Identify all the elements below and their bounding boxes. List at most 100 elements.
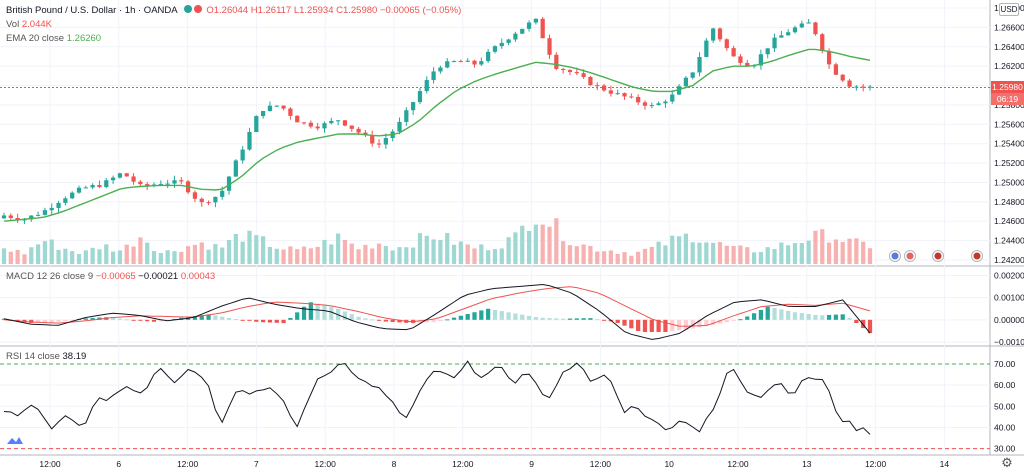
candle-body (492, 46, 498, 52)
macd-histogram-bar (295, 312, 300, 320)
candle-body (574, 72, 579, 74)
volume-bar (206, 249, 211, 264)
candle-body (711, 28, 716, 41)
price-tick-label: 1.26600 (994, 22, 1024, 32)
volume-bar (867, 248, 873, 264)
macd-legend: MACD 12 26 close 9 −0.00065 −0.00021 0.0… (6, 270, 215, 283)
volume-bar (581, 244, 586, 264)
macd-histogram-bar (458, 315, 463, 320)
macd-histogram-bar (124, 319, 129, 321)
candle-body (356, 128, 361, 133)
macd-histogram-bar (526, 315, 532, 320)
candle-body (179, 180, 184, 182)
candle-body (833, 64, 839, 75)
macd-histogram-bar (772, 307, 777, 320)
macd-histogram-bar (676, 319, 682, 331)
event-flag-dot (934, 252, 942, 260)
volume-bar (799, 243, 804, 264)
macd-histogram-bar (83, 318, 88, 320)
candle-body (76, 187, 82, 193)
macd-histogram-bar (513, 313, 518, 320)
volume-label[interactable]: Vol (6, 19, 20, 30)
macd-histogram-bar (199, 315, 204, 320)
candle-body (233, 160, 238, 177)
symbol-title[interactable]: British Pound / U.S. Dollar · 1h · OANDA (6, 5, 178, 17)
volume-bar (731, 245, 736, 264)
macd-value-3: 0.00043 (180, 271, 216, 282)
volume-bar (165, 250, 170, 264)
volume-bar (506, 237, 511, 264)
candle-body (445, 61, 450, 68)
price-tick-label: 1.24600 (994, 216, 1024, 226)
rsi-tick-label: 70.00 (994, 359, 1016, 369)
event-flag-dot (906, 252, 914, 260)
volume-bar (376, 243, 382, 264)
candle-body (15, 217, 20, 221)
volume-bar (438, 239, 443, 264)
candle-body (601, 85, 607, 91)
volume-bar (261, 236, 266, 264)
candle-body (854, 86, 859, 88)
macd-tick-label: 0.00200 (994, 270, 1024, 280)
candle-body (247, 132, 252, 150)
candle-body (424, 80, 429, 92)
candle-body (506, 39, 511, 43)
macd-label[interactable]: MACD 12 26 close 9 (6, 271, 94, 282)
price-axis[interactable]: 1.268001.266001.264001.262001.260001.258… (994, 3, 1024, 454)
macd-histogram-bar (49, 319, 54, 323)
candle-body (110, 177, 116, 181)
macd-histogram-bar (745, 316, 750, 320)
macd-histogram-bar (390, 319, 395, 322)
volume-bar (267, 246, 273, 264)
macd-histogram-bar (765, 306, 770, 320)
macd-histogram-bar (540, 317, 545, 320)
volume-bar (820, 229, 825, 264)
ohlc-values: O1.26044 H1.26117 L1.25934 C1.25980 −0.0… (206, 5, 462, 17)
candle-body (404, 110, 409, 122)
macd-tick-label: 0.00100 (994, 293, 1024, 303)
volume-bar (397, 247, 402, 264)
time-tick-label: 12:00 (452, 459, 474, 469)
macd-histogram-bar (213, 315, 218, 320)
volume-bar (574, 246, 579, 264)
volume-value: 2.044K (21, 19, 52, 30)
macd-histogram-bar (240, 319, 245, 321)
ema-label[interactable]: EMA 20 close (6, 33, 65, 44)
macd-histogram-bar (315, 303, 320, 320)
macd-histogram-bar (833, 314, 839, 320)
macd-histogram-bar (758, 309, 764, 320)
volume-bar (240, 241, 245, 264)
macd-histogram-bar (151, 319, 157, 322)
candle-body (206, 202, 211, 204)
macd-histogram-bar (520, 314, 525, 320)
rsi-label[interactable]: RSI 14 close (6, 351, 60, 362)
time-tick-label: 12:00 (590, 459, 612, 469)
gear-icon[interactable]: ⚙ (1001, 455, 1013, 470)
volume-bar (295, 249, 300, 264)
macd-histogram-bar (656, 319, 661, 333)
volume-bar (172, 251, 177, 264)
volume-legend: Vol 2.044K (6, 18, 52, 31)
candlesticks (1, 16, 873, 224)
volume-bar (342, 239, 348, 264)
macd-histogram-bar (438, 319, 443, 322)
candle-body (567, 70, 573, 73)
macd-histogram-bar (220, 316, 225, 320)
candle-body (595, 85, 600, 87)
candle-body (561, 68, 566, 71)
volume-bar (15, 249, 20, 264)
candle-body (622, 93, 627, 97)
volume-bar (274, 248, 279, 264)
currency-button[interactable]: USD (999, 3, 1019, 16)
candle-body (315, 126, 320, 129)
volume-bar (192, 244, 198, 264)
volume-bar (458, 241, 463, 264)
candle-body (636, 96, 641, 103)
rsi-legend: RSI 14 close 38.19 (6, 350, 86, 363)
tradingview-logo-icon[interactable] (6, 434, 24, 446)
time-axis[interactable]: 12:00 6 12:00 7 12:00 8 12:00 9 12:00 10 12:00 13 12… (39, 459, 949, 469)
macd-histogram-bar (274, 319, 279, 323)
economic-events[interactable] (889, 250, 983, 262)
macd-histogram-bar (363, 318, 368, 320)
